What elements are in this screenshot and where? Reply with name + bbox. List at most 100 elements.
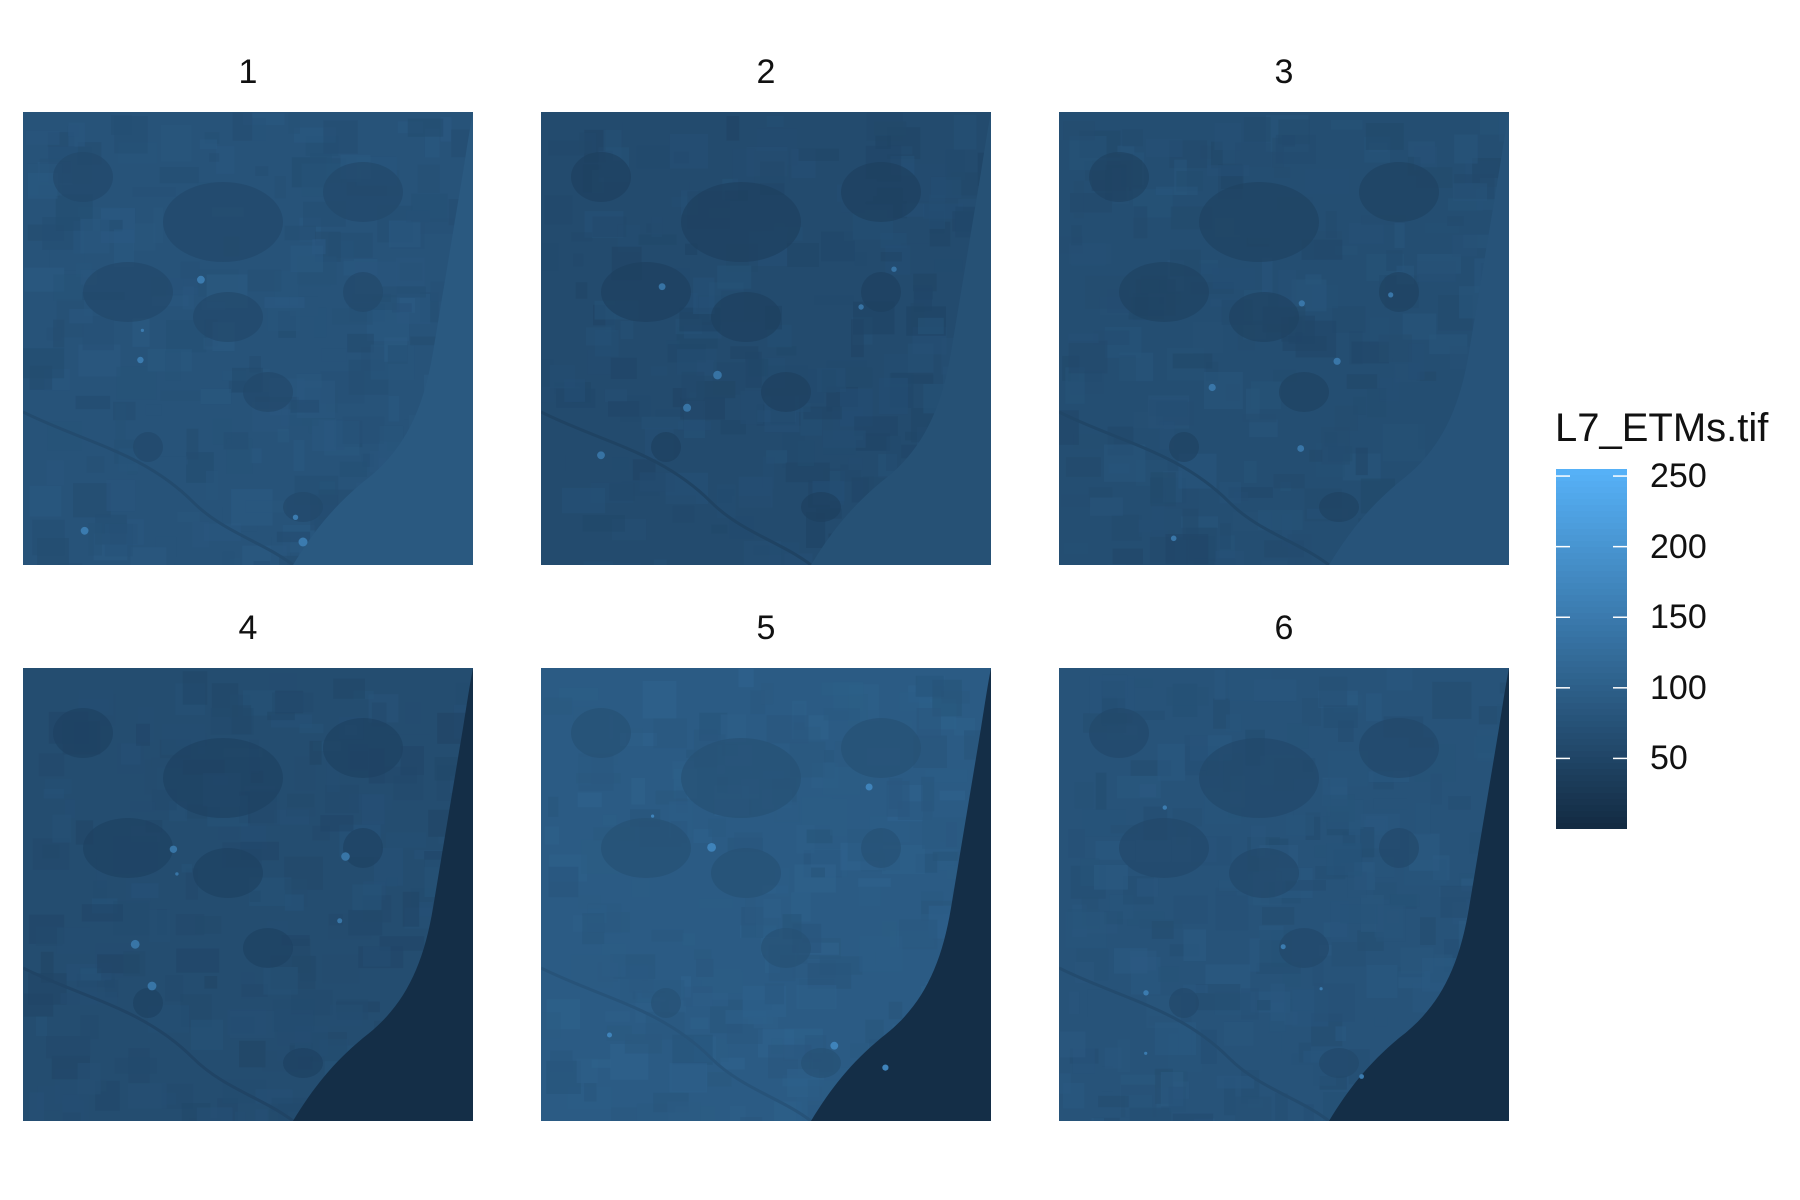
- colorbar-segment: [1556, 757, 1627, 764]
- colorbar-segment: [1556, 571, 1627, 578]
- colorbar-segment: [1556, 637, 1627, 644]
- panel-title: 5: [756, 609, 776, 647]
- terrain-texture: [541, 668, 991, 1121]
- bright-spot: [1297, 445, 1305, 452]
- bright-spot: [137, 356, 144, 364]
- colorbar-segment: [1556, 799, 1627, 806]
- bright-spot: [341, 852, 350, 861]
- bright-spot: [1298, 300, 1305, 307]
- colorbar-segment: [1556, 763, 1627, 770]
- colorbar-segment: [1556, 751, 1627, 758]
- colorbar-segment: [1556, 667, 1627, 674]
- colorbar-segment: [1556, 649, 1627, 656]
- bright-spot: [80, 526, 89, 535]
- colorbar-segment: [1556, 769, 1627, 776]
- raster-panel: [541, 668, 991, 1121]
- bright-spot: [1208, 383, 1216, 392]
- colorbar-segment: [1556, 547, 1627, 554]
- bright-spot: [830, 1041, 839, 1050]
- bright-spot: [1359, 1074, 1364, 1079]
- bright-spot: [130, 939, 140, 949]
- colorbar-segment: [1556, 679, 1627, 686]
- colorbar-segment: [1556, 487, 1627, 494]
- colorbar-segment: [1556, 625, 1627, 632]
- colorbar-segment: [1556, 553, 1627, 560]
- colorbar-segment: [1556, 697, 1627, 704]
- bright-spot: [1388, 292, 1394, 298]
- colorbar-segment: [1556, 661, 1627, 668]
- sea-area: [1329, 112, 1509, 565]
- legend-colorbar: [1556, 469, 1627, 829]
- bright-spot: [337, 918, 343, 924]
- colorbar-segment: [1556, 739, 1627, 746]
- colorbar-segment: [1556, 559, 1627, 566]
- colorbar-segment: [1556, 781, 1627, 788]
- colorbar-segment: [1556, 619, 1627, 626]
- colorbar-segment: [1556, 607, 1627, 614]
- sea-area: [811, 112, 991, 565]
- bright-spot: [707, 843, 716, 852]
- colorbar-segment: [1556, 817, 1627, 824]
- raster-panel: [1059, 668, 1509, 1121]
- colorbar-segment: [1556, 775, 1627, 782]
- colorbar-segment: [1556, 601, 1627, 608]
- river-line: [23, 410, 294, 565]
- bright-spot: [140, 328, 144, 332]
- panel-title: 4: [238, 609, 258, 647]
- legend-title: L7_ETMs.tif: [1555, 406, 1769, 450]
- colorbar-segment: [1556, 589, 1627, 596]
- bright-spot: [597, 451, 605, 460]
- colorbar-segment: [1556, 481, 1627, 488]
- panel-title: 3: [1274, 53, 1294, 91]
- river-line: [23, 966, 294, 1121]
- colorbar-segment: [1556, 703, 1627, 710]
- terrain-texture: [1059, 668, 1509, 1121]
- colorbar-segment: [1556, 787, 1627, 794]
- colorbar-tick-label: 250: [1650, 457, 1707, 496]
- colorbar-segment: [1556, 709, 1627, 716]
- raster-image: [1059, 112, 1509, 565]
- colorbar-segment: [1556, 691, 1627, 698]
- colorbar-segment: [1556, 541, 1627, 548]
- raster-panel: [23, 112, 473, 565]
- colorbar-segment: [1556, 583, 1627, 590]
- raster-image: [23, 668, 473, 1121]
- colorbar-segment: [1556, 727, 1627, 734]
- panel-title: 1: [238, 53, 258, 91]
- colorbar-segment: [1556, 631, 1627, 638]
- bright-spot: [1319, 987, 1323, 991]
- colorbar-segment: [1556, 505, 1627, 512]
- bright-spot: [1162, 805, 1167, 810]
- colorbar-segment: [1556, 535, 1627, 542]
- bright-spot: [891, 266, 897, 272]
- colorbar-segment: [1556, 805, 1627, 812]
- sea-area: [1329, 668, 1509, 1121]
- bright-spot: [169, 845, 178, 853]
- colorbar-segment: [1556, 529, 1627, 536]
- colorbar-segment: [1556, 595, 1627, 602]
- bright-spot: [1144, 1051, 1148, 1055]
- colorbar-tick-label: 50: [1650, 739, 1688, 778]
- bright-spot: [1170, 535, 1177, 542]
- raster-image: [1059, 668, 1509, 1121]
- colorbar-segment: [1556, 499, 1627, 506]
- river-line: [1059, 966, 1330, 1121]
- panel-title: 2: [756, 53, 776, 91]
- colorbar-tick-label: 100: [1650, 668, 1707, 707]
- bright-spot: [865, 783, 873, 791]
- bright-spot: [1143, 990, 1149, 996]
- colorbar-segment: [1556, 565, 1627, 572]
- river-line: [541, 966, 812, 1121]
- sea-area: [293, 668, 473, 1121]
- river-line: [541, 410, 812, 565]
- raster-image: [541, 112, 991, 565]
- colorbar-segment: [1556, 745, 1627, 752]
- colorbar-segment: [1556, 811, 1627, 818]
- colorbar-segment: [1556, 493, 1627, 500]
- bright-spot: [1333, 357, 1341, 365]
- river-line: [1059, 410, 1330, 565]
- bright-spot: [683, 403, 692, 412]
- bright-spot: [607, 1032, 612, 1038]
- colorbar-segment: [1556, 613, 1627, 620]
